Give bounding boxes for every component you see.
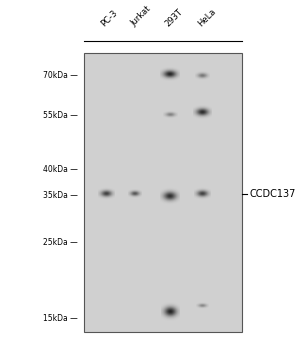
Text: 40kDa —: 40kDa — [43, 164, 78, 174]
Text: 35kDa —: 35kDa — [43, 191, 78, 201]
Text: PC-3: PC-3 [99, 8, 119, 28]
FancyBboxPatch shape [84, 53, 242, 332]
Text: 55kDa —: 55kDa — [43, 111, 78, 120]
Text: CCDC137: CCDC137 [249, 189, 296, 198]
Text: Jurkat: Jurkat [129, 4, 152, 28]
Text: 293T: 293T [164, 7, 185, 28]
Text: 15kDa —: 15kDa — [43, 314, 78, 323]
Text: 25kDa —: 25kDa — [43, 238, 78, 247]
Text: HeLa: HeLa [196, 7, 218, 28]
Text: 70kDa —: 70kDa — [43, 71, 78, 79]
